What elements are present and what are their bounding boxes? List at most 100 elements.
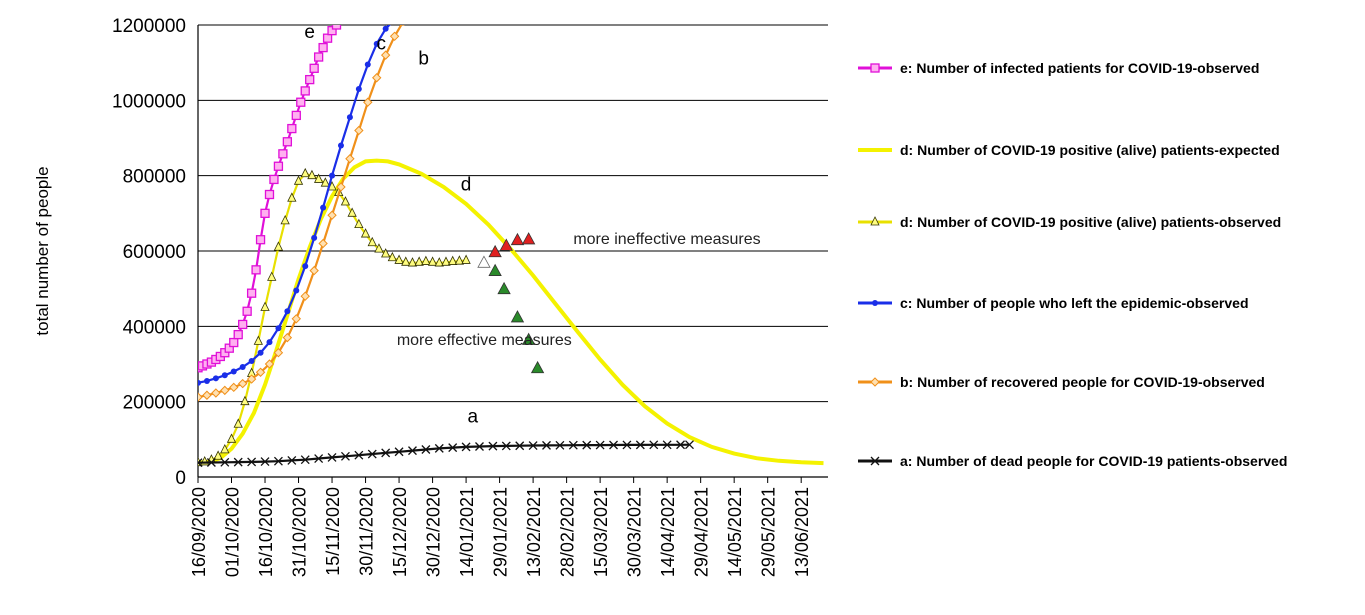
scenario-point xyxy=(499,238,513,251)
x-tick-label: 29/04/2021 xyxy=(692,487,712,577)
data-point xyxy=(331,25,342,30)
data-point xyxy=(233,457,243,467)
data-point xyxy=(318,42,328,53)
legend-item: d: Number of COVID-19 positive (alive) p… xyxy=(858,214,1281,230)
data-point xyxy=(220,443,230,454)
scenario-effective xyxy=(488,263,545,374)
data-point xyxy=(363,97,373,107)
legend-layer: e: Number of infected patients for COVID… xyxy=(858,60,1287,469)
x-tick-label: 14/05/2021 xyxy=(725,487,745,577)
data-point xyxy=(266,339,273,346)
data-point xyxy=(346,114,353,121)
data-point xyxy=(246,288,257,298)
data-point xyxy=(221,372,228,379)
data-point xyxy=(198,379,201,386)
data-point xyxy=(212,375,219,382)
data-point xyxy=(337,15,345,23)
data-point xyxy=(198,458,203,468)
data-point xyxy=(340,451,350,461)
data-point xyxy=(255,367,266,377)
data-point xyxy=(229,382,239,393)
x-tick-label: 14/04/2021 xyxy=(658,487,678,577)
scenario-point xyxy=(521,332,536,345)
data-point xyxy=(307,169,317,180)
data-point xyxy=(434,257,444,267)
data-point xyxy=(427,256,438,266)
data-point xyxy=(275,325,282,332)
data-point xyxy=(360,228,371,238)
data-point xyxy=(198,392,203,402)
data-point xyxy=(282,137,293,147)
data-point xyxy=(293,175,304,185)
data-point xyxy=(220,457,230,467)
curve-label-d: d xyxy=(461,175,472,196)
data-point xyxy=(372,73,382,83)
data-point xyxy=(649,440,659,450)
data-point xyxy=(501,441,511,451)
data-point xyxy=(870,216,880,226)
data-point xyxy=(367,449,377,459)
x-tick-label: 16/10/2020 xyxy=(256,487,276,577)
data-point xyxy=(354,218,364,229)
data-point xyxy=(273,241,284,251)
data-point xyxy=(382,25,389,32)
data-point xyxy=(380,50,391,60)
scenario-point xyxy=(488,244,502,258)
data-point xyxy=(246,374,257,384)
data-point xyxy=(434,443,444,453)
curve-label-e: e xyxy=(304,22,315,43)
data-point xyxy=(300,455,310,465)
data-point xyxy=(251,265,261,275)
data-point xyxy=(220,385,230,396)
data-point xyxy=(421,445,431,454)
data-point xyxy=(336,182,346,192)
legend-label: d: Number of COVID-19 positive (alive) p… xyxy=(900,142,1280,158)
scenario-point xyxy=(510,232,525,246)
y-tick-label: 600000 xyxy=(123,242,186,263)
legend-item: c: Number of people who left the epidemi… xyxy=(858,295,1249,311)
legend-label: b: Number of recovered people for COVID-… xyxy=(900,374,1265,390)
data-point xyxy=(421,255,431,265)
data-point xyxy=(311,234,318,241)
data-point xyxy=(226,433,237,443)
data-point xyxy=(264,189,275,200)
data-point xyxy=(389,31,400,42)
data-point xyxy=(676,440,686,450)
x-tick-label: 13/06/2021 xyxy=(792,487,812,577)
data-point xyxy=(488,441,498,451)
data-point xyxy=(300,291,310,301)
data-point xyxy=(364,61,371,68)
data-point xyxy=(441,256,451,266)
data-point xyxy=(414,256,424,266)
data-point xyxy=(239,364,246,371)
scenario-point xyxy=(521,232,536,245)
x-tick-label: 29/01/2021 xyxy=(491,487,511,577)
data-point xyxy=(314,454,324,464)
data-point xyxy=(387,251,398,262)
data-point xyxy=(528,441,538,451)
data-point xyxy=(318,238,328,249)
x-tick-label: 15/11/2020 xyxy=(323,487,343,576)
data-point xyxy=(287,192,297,202)
data-point xyxy=(367,236,377,247)
data-point xyxy=(448,443,458,453)
annotation-ineffective: more ineffective measures xyxy=(573,231,760,248)
data-point xyxy=(300,86,310,96)
data-point xyxy=(206,458,216,467)
scenario-transition xyxy=(477,255,491,268)
data-point xyxy=(381,248,391,258)
data-point xyxy=(340,196,351,206)
data-point xyxy=(237,378,248,389)
data-point xyxy=(300,167,310,178)
y-tick-label: 1200000 xyxy=(112,16,186,37)
data-point xyxy=(622,440,632,450)
series-1 xyxy=(198,158,824,466)
data-point xyxy=(401,256,411,266)
y-tick-label: 1000000 xyxy=(112,91,186,112)
data-point xyxy=(394,254,404,264)
data-point xyxy=(260,301,270,311)
x-tick-label: 29/05/2021 xyxy=(759,487,779,577)
data-point xyxy=(240,395,250,406)
curve-label-a: a xyxy=(467,406,478,427)
data-point xyxy=(253,335,263,345)
